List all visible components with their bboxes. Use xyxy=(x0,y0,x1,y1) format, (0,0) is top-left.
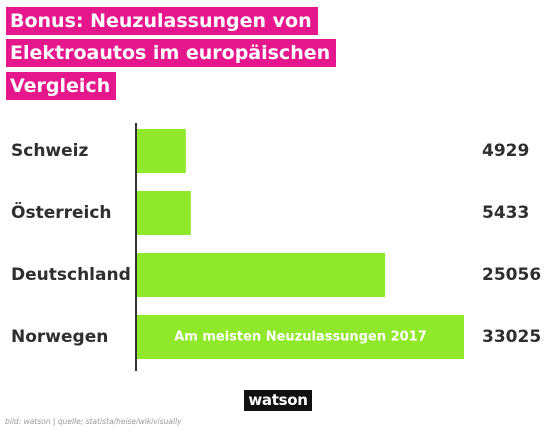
category-label-3: Norwegen xyxy=(11,327,108,347)
value-label-2: 25056 xyxy=(482,265,541,285)
bars-layer: Schweiz 4929 Österreich 5433 Deutschland 2505… xyxy=(11,129,541,359)
bar-1 xyxy=(137,191,191,235)
value-label-1: 5433 xyxy=(482,203,529,223)
value-label-3: 33025 xyxy=(482,327,541,347)
bar-annotation: Am meisten Neuzulassungen 2017 xyxy=(174,330,427,345)
bar-2 xyxy=(137,253,386,297)
category-label-0: Schweiz xyxy=(11,141,88,161)
category-label-2: Deutschland xyxy=(11,265,131,285)
value-label-0: 4929 xyxy=(482,141,529,161)
bar-3 xyxy=(137,315,464,359)
bar-chart: Schweiz 4929 Österreich 5433 Deutschland 2505… xyxy=(11,123,541,371)
chart-title-line-1: Bonus: Neuzulassungen von xyxy=(6,7,318,35)
chart-title-line-3: Vergleich xyxy=(6,72,117,100)
watson-logo: watson xyxy=(244,390,312,411)
chart-title-line-2: Elektroautos im europäischen xyxy=(6,39,337,67)
source-caption: bild: watson | quelle; statista/heise/wi… xyxy=(5,417,182,426)
category-label-1: Österreich xyxy=(11,201,112,223)
bar-0 xyxy=(137,129,186,173)
